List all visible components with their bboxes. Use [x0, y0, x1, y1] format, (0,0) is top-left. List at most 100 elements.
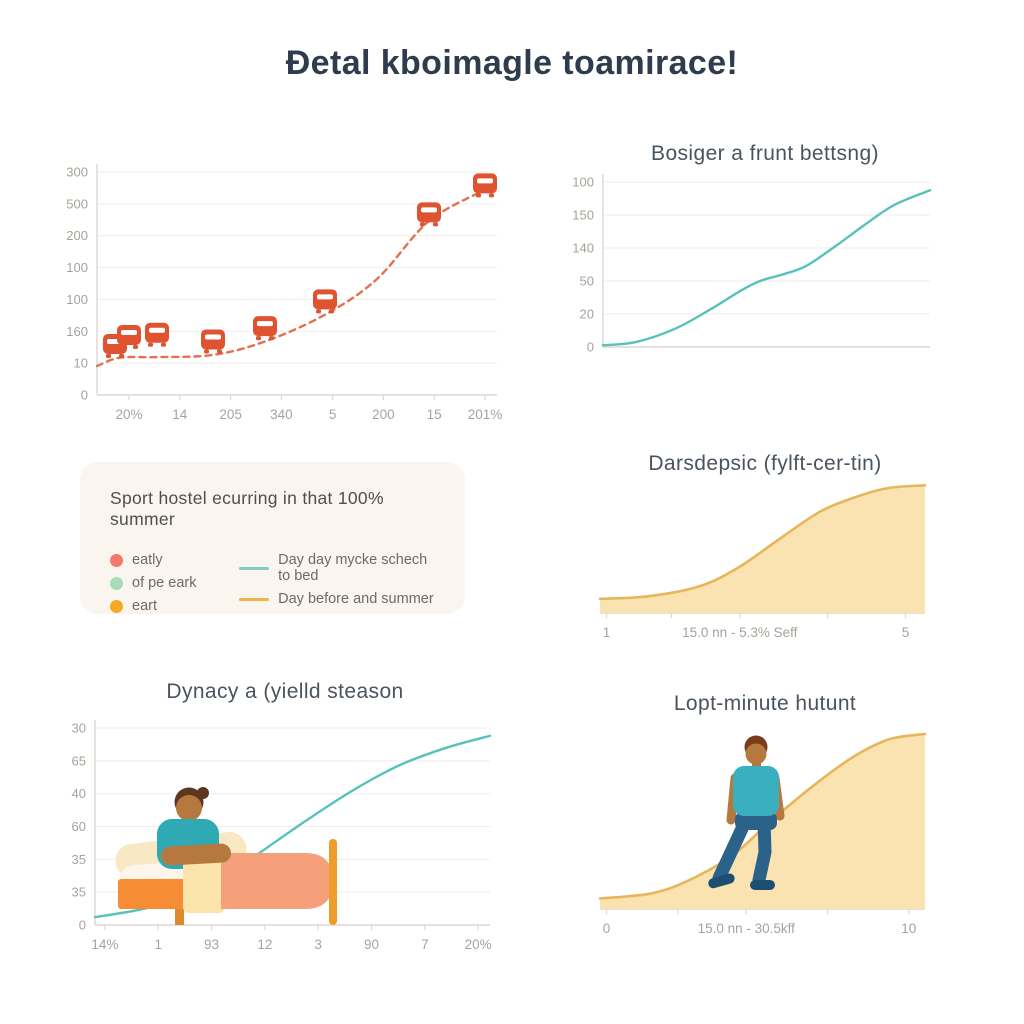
legend-columns: eatly of pe eark eart Day day mycke schech… — [110, 552, 435, 614]
bus-icon — [473, 173, 497, 198]
x-tick-label: 7 — [421, 937, 429, 952]
legend-line-swatch — [239, 566, 270, 570]
teal-chart: 100 150 140 50 20 0 — [572, 174, 932, 355]
bed-illustration — [115, 787, 337, 925]
legend-item: Day before and summer — [239, 591, 435, 607]
area-chart-1-section: Darsdepsic (fylft-cer-tin) 1 15.0 nn - 5.… — [565, 452, 965, 652]
x-tick-label: 10 — [901, 921, 916, 936]
chart-title: Lopt-minute hutunt — [673, 692, 857, 715]
legend-dot-swatch — [110, 553, 123, 567]
x-tick-label: 340 — [270, 407, 293, 422]
walker-head — [745, 743, 767, 765]
x-tick-label: 201% — [468, 407, 503, 422]
legend-item-label: eatly — [132, 552, 163, 568]
x-tick-label: 5 — [902, 625, 910, 640]
bus-icon — [253, 316, 277, 341]
y-tick-label: 35 — [72, 885, 86, 900]
legend-item: eart — [110, 598, 211, 614]
y-tick-label: 200 — [66, 228, 88, 243]
y-tick-label: 30 — [72, 721, 86, 736]
area-chart-2: 0 15.0 nn - 30.5kff 10 — [598, 732, 927, 936]
y-tick-label: 100 — [66, 260, 88, 275]
area-chart-2-section: Lopt-minute hutunt 0 15.0 nn - 30.5kff 10 — [565, 692, 965, 982]
x-tick-label: 90 — [364, 937, 379, 952]
bus-icon — [145, 322, 169, 347]
y-tick-label: 140 — [572, 241, 594, 256]
legend-dot-swatch — [110, 576, 123, 590]
legend-line-swatch — [239, 597, 270, 601]
chart-title: Darsdepsic (fylft-cer-tin) — [648, 452, 882, 475]
y-tick-label: 0 — [79, 918, 86, 933]
y-tick-label: 0 — [587, 340, 594, 355]
legend-title: Sport hostel ecurring in that 100% summe… — [110, 488, 384, 529]
x-tick-label: 15.0 nn - 5.3% Seff — [682, 625, 798, 640]
x-tick-label: 5 — [329, 407, 337, 422]
x-tick-label: 20% — [465, 937, 492, 952]
y-tick-label: 20 — [580, 307, 594, 322]
sleeper-hair-bun — [197, 787, 209, 799]
blanket — [221, 853, 333, 909]
bed-chart: 30 65 40 60 35 35 0 14% 1 93 12 3 90 7 20% — [72, 720, 492, 952]
x-tick-label: 14% — [91, 937, 118, 952]
legend-item: eatly — [110, 552, 211, 568]
x-tick-label: 12 — [257, 937, 272, 952]
y-tick-label: 50 — [580, 274, 594, 289]
sleeper-arms — [161, 843, 231, 866]
y-tick-label: 10 — [74, 356, 88, 371]
walker-neck — [752, 760, 761, 770]
walker-left-leg — [712, 813, 753, 885]
x-tick-label: 15.0 nn - 30.5kff — [698, 921, 796, 936]
x-tick-label: 14 — [172, 407, 188, 422]
y-tick-label: 65 — [72, 753, 86, 768]
legend-dot-swatch — [110, 599, 123, 613]
legend-item-label: Day before and summer — [278, 591, 434, 607]
bed-footboard — [329, 839, 337, 925]
bus-icon — [417, 202, 441, 227]
walker-right-shoe — [750, 880, 775, 890]
legend-item-label: eart — [132, 598, 157, 614]
x-tick-label: 205 — [219, 407, 242, 422]
legend-item: Day day mycke schech to bed — [239, 552, 435, 584]
y-tick-label: 60 — [72, 819, 86, 834]
walker-hair-fringe — [745, 736, 767, 749]
area-chart-1: 1 15.0 nn - 5.3% Seff 5 — [598, 484, 927, 640]
y-tick-label: 100 — [66, 292, 88, 307]
teal-chart-section: Bosiger a frunt bettsng) 100 150 140 50 20 0 — [565, 142, 965, 392]
y-tick-label: 160 — [66, 324, 88, 339]
x-tick-label: 15 — [427, 407, 442, 422]
y-tick-label: 150 — [572, 208, 594, 223]
x-tick-label: 3 — [314, 937, 322, 952]
legend-dot-list: eatly of pe eark eart — [110, 552, 211, 614]
chart-title: Dynacy a (yielld steason — [166, 680, 404, 703]
bus-icon — [313, 289, 337, 314]
bus-chart-section: 300 500 200 100 100 160 10 0 20% 14 205 340 5 200 15 20… — [55, 140, 515, 430]
chart-title: Bosiger a frunt bettsng) — [651, 142, 879, 165]
y-tick-label: 0 — [81, 388, 88, 403]
walker-right-leg — [752, 813, 772, 887]
x-tick-label: 1 — [154, 937, 162, 952]
area-fill — [600, 734, 925, 909]
page-title: Ɖetal kboimagle toamirace! — [285, 44, 739, 82]
x-tick-label: 1 — [603, 625, 611, 640]
y-tick-label: 40 — [72, 786, 86, 801]
walker-left-shoe — [708, 873, 735, 889]
bed-leg — [175, 909, 184, 925]
legend-item-label: of pe eark — [132, 575, 197, 591]
bus-icon — [201, 329, 225, 354]
x-tick-label: 200 — [372, 407, 395, 422]
area-fill — [600, 485, 925, 613]
x-tick-label: 0 — [603, 921, 611, 936]
x-tick-label: 93 — [204, 937, 219, 952]
bus-icon — [117, 325, 141, 350]
y-tick-label: 100 — [572, 175, 594, 190]
walker-shirt — [733, 766, 779, 816]
legend-line-list: Day day mycke schech to bed Day before an… — [239, 552, 435, 614]
curve-line — [601, 189, 932, 347]
y-tick-label: 500 — [66, 196, 88, 211]
y-tick-label: 300 — [66, 165, 88, 180]
area-stroke — [598, 484, 927, 601]
sleeper-head — [176, 795, 202, 821]
y-tick-label: 35 — [72, 852, 86, 867]
